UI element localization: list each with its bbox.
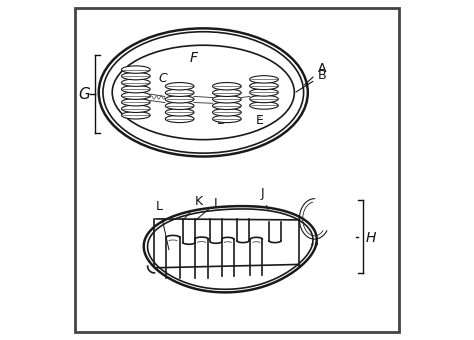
Text: K: K	[183, 195, 203, 220]
Text: L: L	[156, 201, 169, 250]
Ellipse shape	[121, 72, 150, 80]
Ellipse shape	[165, 102, 194, 109]
Ellipse shape	[212, 102, 241, 109]
Text: A: A	[304, 62, 327, 85]
Text: C: C	[159, 72, 167, 85]
Ellipse shape	[112, 45, 294, 140]
Ellipse shape	[250, 102, 278, 109]
Ellipse shape	[121, 99, 150, 106]
Text: F: F	[190, 51, 198, 65]
Ellipse shape	[165, 109, 194, 116]
Text: H: H	[365, 231, 375, 245]
Ellipse shape	[165, 96, 194, 103]
Ellipse shape	[250, 82, 278, 90]
Ellipse shape	[250, 89, 278, 96]
Ellipse shape	[121, 92, 150, 99]
Ellipse shape	[121, 105, 150, 113]
Ellipse shape	[165, 83, 194, 90]
Ellipse shape	[212, 115, 241, 123]
Ellipse shape	[212, 83, 241, 90]
Text: D: D	[217, 114, 227, 127]
Ellipse shape	[121, 66, 150, 73]
Ellipse shape	[250, 95, 278, 103]
Ellipse shape	[165, 115, 194, 123]
Ellipse shape	[212, 109, 241, 116]
Text: E: E	[255, 114, 264, 127]
Ellipse shape	[121, 112, 150, 119]
Ellipse shape	[212, 96, 241, 103]
Text: G: G	[78, 87, 90, 102]
Ellipse shape	[121, 79, 150, 86]
Ellipse shape	[165, 89, 194, 97]
Text: B: B	[296, 69, 327, 92]
Text: I: I	[195, 197, 217, 220]
Ellipse shape	[212, 89, 241, 97]
Text: J: J	[261, 187, 268, 209]
Ellipse shape	[121, 85, 150, 93]
Ellipse shape	[250, 76, 278, 83]
